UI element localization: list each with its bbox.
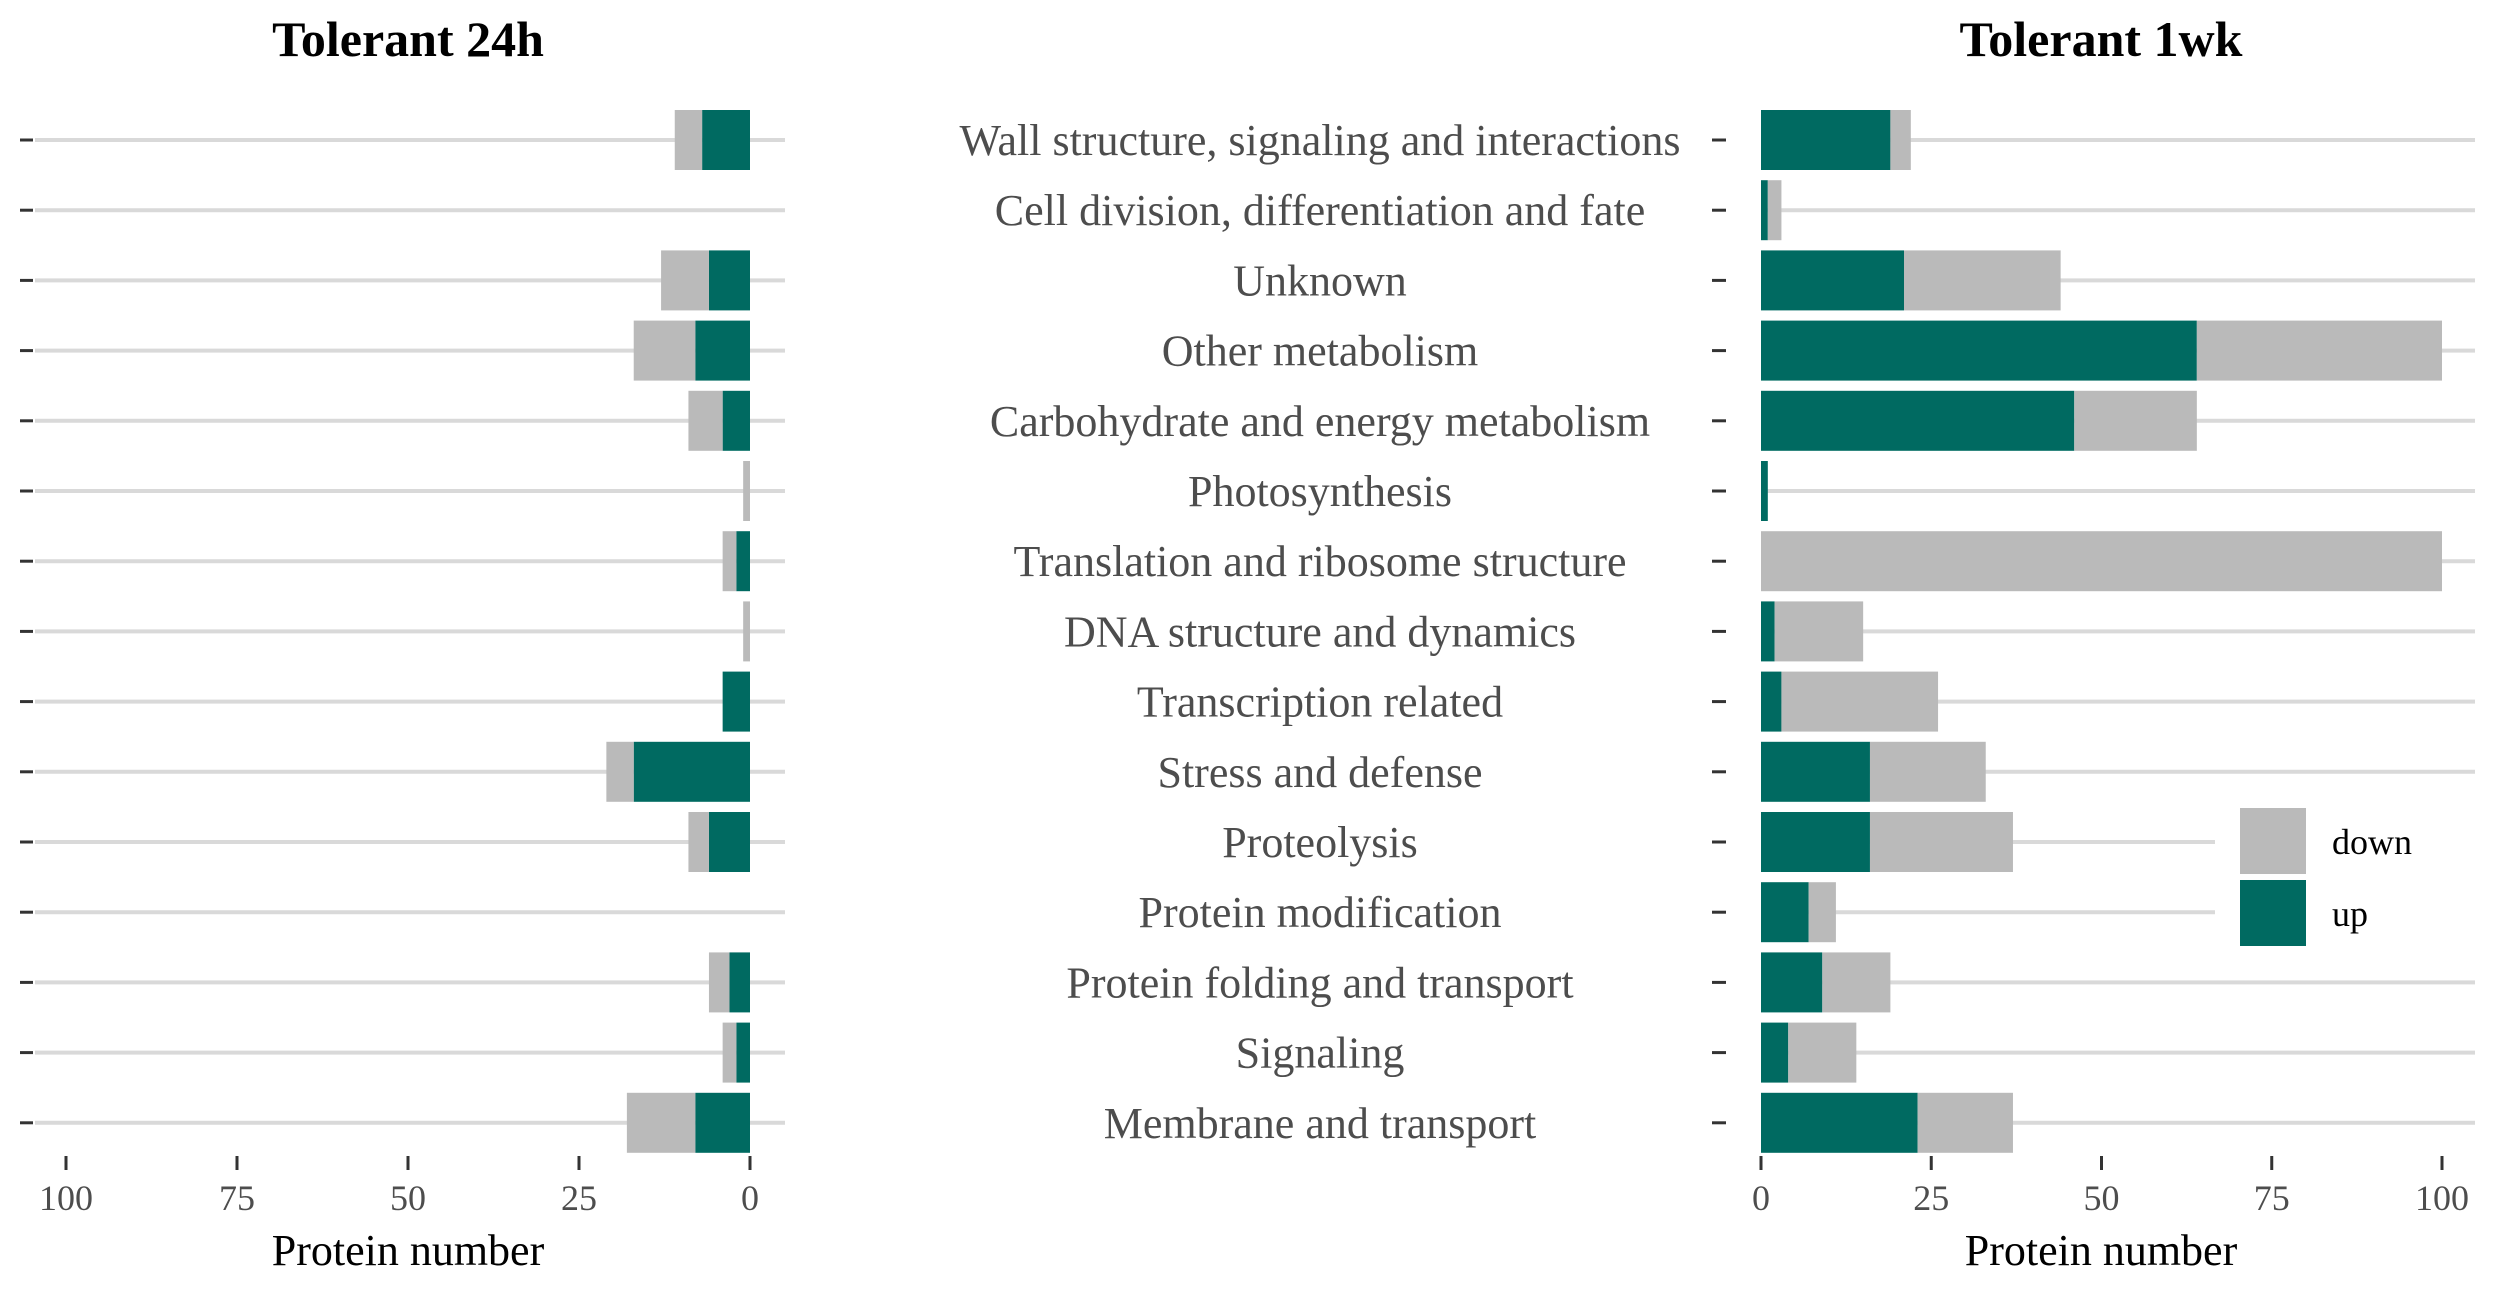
bar-left-down bbox=[661, 250, 709, 311]
bar-right-up bbox=[1761, 812, 1870, 872]
bar-left-down bbox=[743, 601, 750, 662]
bar-right-down bbox=[1788, 1022, 1857, 1083]
category-label: Other metabolism bbox=[1162, 327, 1479, 376]
category-label: Unknown bbox=[1233, 256, 1407, 305]
bar-left-up bbox=[729, 952, 750, 1013]
right-panel: 0 25 50 75 100 bbox=[1712, 110, 2475, 1218]
bar-right-up bbox=[1761, 671, 1782, 732]
category-label: Signaling bbox=[1236, 1029, 1405, 1078]
bar-right-down bbox=[1822, 952, 1891, 1013]
bar-left-down bbox=[722, 1022, 737, 1083]
x-tick-label-right: 25 bbox=[1913, 1178, 1949, 1218]
bar-right-down bbox=[1890, 110, 1911, 170]
bar-right-up bbox=[1761, 601, 1775, 662]
bar-left-up bbox=[722, 390, 750, 451]
bar-right-up bbox=[1761, 1022, 1789, 1083]
x-axis-title-left: Protein number bbox=[272, 1226, 545, 1275]
x-tick-label-right: 100 bbox=[2415, 1178, 2469, 1218]
x-tick-label-right: 50 bbox=[2084, 1178, 2120, 1218]
bar-right-up bbox=[1761, 320, 2197, 381]
bar-left-up bbox=[702, 110, 750, 170]
x-tick-label-left: 50 bbox=[390, 1178, 426, 1218]
bar-left-up bbox=[708, 812, 750, 872]
bar-right-down bbox=[1904, 250, 2061, 311]
bar-left-down bbox=[674, 110, 703, 170]
category-label: Proteolysis bbox=[1222, 818, 1418, 867]
category-label: Carbohydrate and energy metabolism bbox=[990, 397, 1650, 446]
bar-right-up bbox=[1761, 390, 2075, 451]
category-label: Transcription related bbox=[1137, 678, 1503, 727]
bar-right-down bbox=[1781, 671, 1939, 732]
legend-swatch-up bbox=[2240, 880, 2306, 946]
bar-right-down bbox=[1774, 601, 1864, 662]
x-tick-label-right: 0 bbox=[1752, 1178, 1770, 1218]
bar-right-up bbox=[1761, 882, 1809, 943]
category-label: Translation and ribosome structure bbox=[1013, 537, 1626, 586]
category-label: Cell division, differentiation and fate bbox=[995, 186, 1645, 235]
bar-left-down bbox=[606, 741, 634, 802]
x-tick-label-right: 75 bbox=[2254, 1178, 2290, 1218]
bar-right-down bbox=[1767, 180, 1782, 241]
bar-right-up bbox=[1761, 1092, 1918, 1153]
panel-title-right: Tolerant 1wk bbox=[1960, 11, 2243, 67]
category-label: Membrane and transport bbox=[1104, 1099, 1537, 1148]
bar-left-down bbox=[626, 1092, 696, 1153]
x-tick-label-left: 75 bbox=[219, 1178, 255, 1218]
x-tick-label-left: 100 bbox=[39, 1178, 93, 1218]
bar-left-down bbox=[708, 952, 730, 1013]
category-label: Stress and defense bbox=[1157, 748, 1482, 797]
bar-right-up bbox=[1761, 110, 1891, 170]
bar-right-up bbox=[1761, 741, 1870, 802]
bar-left-up bbox=[695, 320, 750, 381]
panel-title-left: Tolerant 24h bbox=[272, 11, 544, 67]
bar-left-down bbox=[743, 461, 750, 521]
category-label: Wall structure, signaling and interactio… bbox=[959, 116, 1680, 165]
bar-left-down bbox=[633, 320, 696, 381]
bar-right-down bbox=[1869, 741, 1986, 802]
bar-left-down bbox=[688, 812, 709, 872]
legend-swatch-down bbox=[2240, 808, 2306, 874]
bar-left-up bbox=[633, 741, 750, 802]
bar-left-up bbox=[736, 531, 750, 592]
bar-left-up bbox=[708, 250, 750, 311]
bar-right-up bbox=[1761, 250, 1905, 311]
legend: down up bbox=[2215, 775, 2475, 975]
bar-left-up bbox=[695, 1092, 750, 1153]
x-axis-title-right: Protein number bbox=[1965, 1226, 2238, 1275]
bar-left-down bbox=[688, 390, 723, 451]
bar-right-down bbox=[2196, 320, 2442, 381]
bar-left-down bbox=[722, 531, 737, 592]
category-labels: Wall structure, signaling and interactio… bbox=[959, 116, 1680, 1148]
bar-right-down bbox=[1917, 1092, 2013, 1153]
bar-right-down bbox=[1761, 531, 2442, 592]
legend-label-down: down bbox=[2332, 822, 2412, 862]
left-panel: 100 75 50 25 0 bbox=[20, 110, 785, 1218]
legend-label-up: up bbox=[2332, 894, 2368, 934]
category-label: Protein folding and transport bbox=[1066, 958, 1573, 1007]
bar-right-up bbox=[1761, 461, 1768, 521]
x-tick-label-left: 0 bbox=[741, 1178, 759, 1218]
bar-right-down bbox=[1808, 882, 1836, 943]
bar-left-up bbox=[722, 671, 750, 732]
bar-left-up bbox=[736, 1022, 750, 1083]
bar-right-up bbox=[1761, 952, 1823, 1013]
category-label: DNA structure and dynamics bbox=[1064, 607, 1576, 656]
bar-right-down bbox=[1869, 812, 2013, 872]
x-tick-label-left: 25 bbox=[561, 1178, 597, 1218]
category-label: Protein modification bbox=[1139, 888, 1502, 937]
category-label: Photosynthesis bbox=[1188, 467, 1452, 516]
bar-right-down bbox=[2074, 390, 2197, 451]
bar-right-up bbox=[1761, 180, 1768, 241]
